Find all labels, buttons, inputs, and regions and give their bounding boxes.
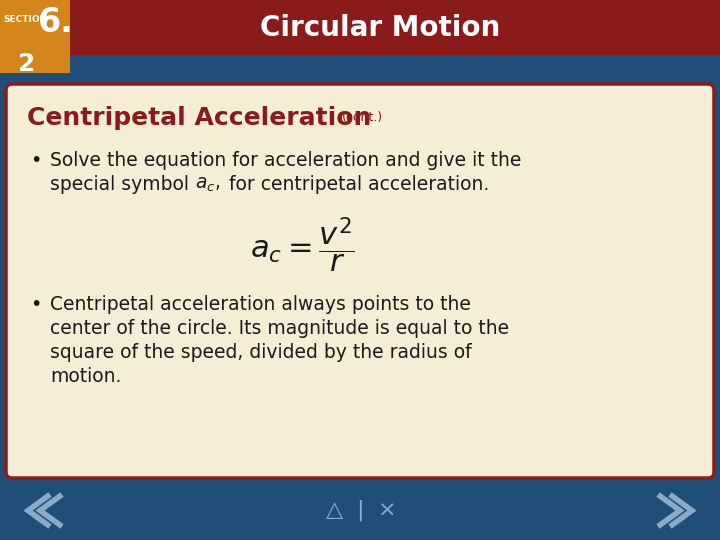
Text: center of the circle. Its magnitude is equal to the: center of the circle. Its magnitude is e…: [50, 320, 509, 339]
Bar: [0, 0, 720, 55]
Text: square of the speed, divided by the radius of: square of the speed, divided by the radi…: [50, 343, 472, 362]
Text: $a_c,$: $a_c,$: [195, 176, 220, 194]
Text: special symbol: special symbol: [50, 176, 195, 194]
Text: $\mathit{a_c} = \dfrac{\mathit{v}^2}{\mathit{r}}$: $\mathit{a_c} = \dfrac{\mathit{v}^2}{\ma…: [250, 215, 355, 274]
Text: Circular Motion: Circular Motion: [260, 14, 500, 42]
Text: SECTION: SECTION: [3, 16, 48, 24]
Bar: [0, 55, 720, 73]
Text: 2: 2: [18, 52, 35, 76]
Bar: [0, 485, 720, 540]
FancyBboxPatch shape: [6, 84, 714, 478]
Text: •: •: [30, 151, 41, 170]
Text: Centripetal acceleration always points to the: Centripetal acceleration always points t…: [50, 295, 471, 314]
Text: Centripetal Acceleration: Centripetal Acceleration: [27, 106, 372, 130]
Text: Solve the equation for acceleration and give it the: Solve the equation for acceleration and …: [50, 151, 521, 170]
Text: motion.: motion.: [50, 368, 122, 387]
Text: $\bigtriangleup$  |  $\times$: $\bigtriangleup$ | $\times$: [325, 498, 395, 523]
Text: (cont.): (cont.): [342, 111, 383, 125]
Text: 6.: 6.: [38, 5, 74, 38]
Text: for centripetal acceleration.: for centripetal acceleration.: [223, 176, 490, 194]
Bar: [0, 0, 70, 73]
Text: •: •: [30, 295, 41, 314]
